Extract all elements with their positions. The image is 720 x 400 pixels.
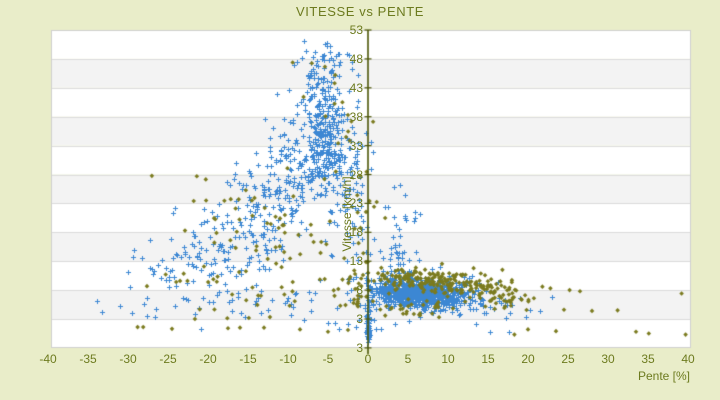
x-tick-label: -10	[279, 352, 297, 366]
y-tick-label: 53	[349, 23, 363, 37]
x-tick-label: -5	[322, 352, 334, 366]
y-tick-label: 38	[349, 109, 363, 124]
y-tick-label: 43	[349, 80, 363, 95]
x-tick-label: 30	[601, 352, 615, 366]
y-tick-label: 3	[356, 312, 363, 326]
y-tick-label: 28	[349, 167, 363, 182]
x-tick-label: 5	[404, 352, 412, 366]
y-tick-label: 48	[349, 51, 363, 66]
x-tick-label: 15	[481, 352, 495, 366]
y-tick-label: 33	[349, 138, 363, 153]
x-tick-label: -35	[79, 352, 97, 366]
y-tick-label: 13	[349, 254, 363, 269]
x-tick-label: -30	[119, 352, 137, 366]
y-tick-label: 3	[356, 340, 363, 355]
x-tick-label: -25	[159, 352, 177, 366]
x-axis-title: Pente [%]	[637, 369, 690, 383]
x-tick-label: 25	[561, 352, 575, 366]
y-axis-title: Vitesse [km/h]	[340, 176, 354, 252]
x-tick-label: 0	[364, 352, 372, 366]
y-tick-label: 8	[356, 283, 363, 298]
y-tick-label: 23	[349, 196, 363, 211]
x-tick-label: -20	[199, 352, 217, 366]
x-tick-label: 40	[681, 352, 695, 366]
x-tick-label: -15	[239, 352, 257, 366]
x-tick-label: -40	[39, 352, 57, 366]
x-tick-label: 10	[441, 352, 455, 366]
x-tick-label: 20	[521, 352, 535, 366]
y-tick-label: 18	[349, 225, 363, 240]
chart-title: VITESSE vs PENTE	[295, 4, 425, 19]
x-tick-label: 35	[641, 352, 655, 366]
